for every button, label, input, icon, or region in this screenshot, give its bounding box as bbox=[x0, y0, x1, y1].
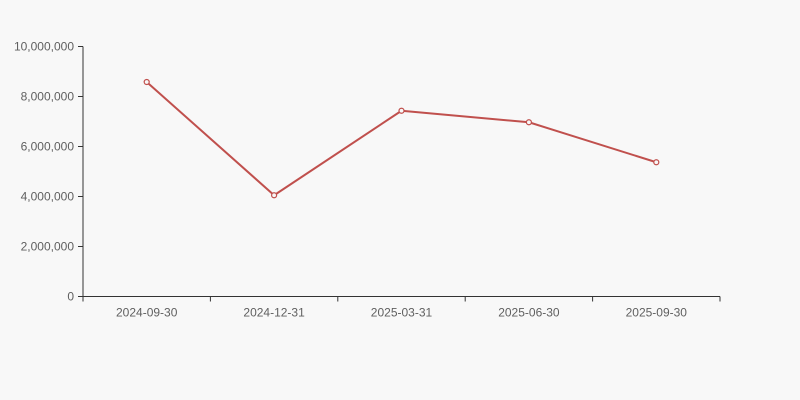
data-point-marker bbox=[398, 107, 405, 114]
x-tick-label: 2025-09-30 bbox=[626, 306, 688, 320]
x-tick-label: 2024-09-30 bbox=[116, 306, 178, 320]
y-tick-label: 8,000,000 bbox=[21, 90, 75, 104]
data-point-marker bbox=[143, 78, 150, 86]
y-tick-label: 10,000,000 bbox=[14, 40, 74, 54]
line-series bbox=[145, 81, 658, 197]
x-tick-label: 2025-03-31 bbox=[371, 306, 433, 320]
y-tick-label: 4,000,000 bbox=[21, 190, 75, 204]
x-tick-label: 2025-06-30 bbox=[498, 306, 560, 320]
x-tick-label: 2024-12-31 bbox=[243, 306, 305, 320]
data-point-marker bbox=[525, 119, 533, 126]
data-point-marker bbox=[271, 192, 278, 199]
y-tick-label: 0 bbox=[67, 290, 74, 304]
y-tick-label: 2,000,000 bbox=[21, 240, 75, 254]
y-tick-label: 6,000,000 bbox=[21, 140, 75, 154]
data-point-marker bbox=[653, 159, 660, 166]
